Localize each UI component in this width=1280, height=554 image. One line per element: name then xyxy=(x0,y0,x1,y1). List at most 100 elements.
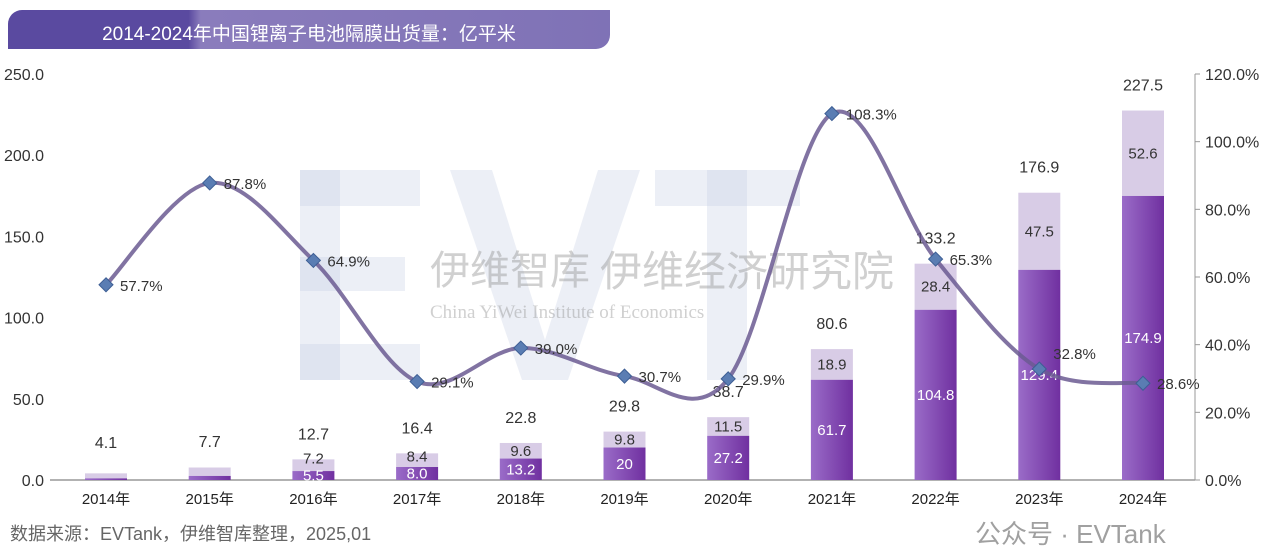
growth-point-marker xyxy=(927,251,944,267)
bar-total-label: 38.7 xyxy=(713,384,744,401)
bar-bottom-label: 5.5 xyxy=(303,468,324,485)
growth-point-marker xyxy=(201,175,218,191)
y2-tick-label: 60.0% xyxy=(1205,270,1250,287)
bar-bottom-segment xyxy=(1122,195,1164,480)
bar-total-label: 4.1 xyxy=(95,435,117,452)
growth-point-marker xyxy=(409,373,425,390)
bar-top-segment xyxy=(1018,192,1061,270)
y-tick-label: 250.0 xyxy=(4,67,44,84)
growth-label: 32.8% xyxy=(1053,346,1096,363)
bar-top-segment xyxy=(1122,110,1164,196)
x-tick-label: 2021年 xyxy=(808,491,856,508)
bar-top-label: 52.6 xyxy=(1128,145,1157,162)
x-tick-label: 2023年 xyxy=(1015,491,1063,508)
watermark-en: China YiWei Institute of Economics xyxy=(430,302,705,323)
bar-bottom-segment xyxy=(914,309,957,480)
x-tick-label: 2024年 xyxy=(1119,491,1167,508)
bar-top-segment xyxy=(396,453,439,468)
bar-bottom-segment xyxy=(810,379,853,480)
bar-top-label: 7.2 xyxy=(303,451,324,468)
y2-tick-label: 20.0% xyxy=(1205,405,1250,422)
title-bar: 2014-2024年中国锂离子电池隔膜出货量：亿平米 xyxy=(8,10,610,49)
y-tick-label: 0.0 xyxy=(22,473,44,490)
bar-bottom-label: 20 xyxy=(616,456,633,473)
bar-total-label: 7.7 xyxy=(199,434,221,451)
growth-point-marker xyxy=(1031,361,1048,377)
x-tick-label: 2016年 xyxy=(289,491,337,508)
bar-bottom-segment xyxy=(396,467,439,480)
bar-bottom-label: 104.8 xyxy=(917,387,955,404)
x-tick-label: 2015年 xyxy=(186,491,234,508)
x-tick-label: 2017年 xyxy=(393,491,441,508)
y2-tick-label: 120.0% xyxy=(1205,67,1259,84)
x-tick-label: 2018年 xyxy=(497,491,545,508)
watermark-cn-short: 伊维智库 xyxy=(430,249,590,293)
y2-tick-label: 100.0% xyxy=(1205,135,1259,152)
x-tick-label: 2020年 xyxy=(704,491,752,508)
growth-point-marker xyxy=(824,105,840,122)
y-tick-label: 150.0 xyxy=(4,229,44,246)
bar-top-label: 8.4 xyxy=(407,449,428,466)
bar-total-label: 176.9 xyxy=(1019,160,1059,177)
bar-bottom-segment xyxy=(292,471,335,480)
bar-top-segment xyxy=(810,349,853,380)
bar-total-label: 12.7 xyxy=(298,426,329,443)
bar-bottom-label: 13.2 xyxy=(506,461,535,478)
growth-point-marker xyxy=(1135,375,1151,391)
bar-top-segment xyxy=(85,473,127,479)
growth-point-marker xyxy=(513,340,529,356)
y2-tick-label: 40.0% xyxy=(1205,338,1250,355)
bar-bottom-segment xyxy=(707,435,750,480)
bar-top-segment xyxy=(499,442,542,459)
growth-label: 57.7% xyxy=(120,278,163,295)
y-tick-label: 100.0 xyxy=(4,311,44,328)
watermark-cn-long: 伊维经济研究院 xyxy=(600,248,895,295)
source-note: 数据来源：EVTank，伊维智库整理，2025,01 xyxy=(10,524,372,544)
bar-bottom-segment xyxy=(85,478,127,480)
growth-label: 87.8% xyxy=(224,176,267,193)
bar-bottom-segment xyxy=(188,475,231,480)
growth-point-marker xyxy=(616,368,633,384)
growth-label: 28.6% xyxy=(1157,376,1200,393)
growth-point-marker xyxy=(305,252,322,269)
bar-top-segment xyxy=(292,459,335,472)
bar-top-label: 28.4 xyxy=(921,279,950,296)
bar-bottom-label: 8.0 xyxy=(407,466,428,483)
bar-top-label: 47.5 xyxy=(1025,223,1054,240)
y2-tick-label: 80.0% xyxy=(1205,202,1250,219)
bar-top-label: 11.5 xyxy=(714,418,742,435)
bar-top-segment xyxy=(188,467,231,476)
growth-point-marker xyxy=(98,277,114,293)
growth-line xyxy=(104,109,1144,401)
bar-total-label: 80.6 xyxy=(816,316,847,333)
growth-point-marker xyxy=(720,371,736,387)
x-tick-label: 2022年 xyxy=(911,491,959,508)
growth-label: 29.1% xyxy=(431,375,474,392)
bar-top-segment xyxy=(914,263,957,310)
growth-label: 29.9% xyxy=(742,372,785,389)
bar-bottom-label: 27.2 xyxy=(714,450,743,467)
growth-label: 39.0% xyxy=(535,341,578,358)
bar-total-label: 22.8 xyxy=(505,410,536,427)
x-tick-label: 2014年 xyxy=(82,491,130,508)
bar-total-label: 227.5 xyxy=(1123,78,1163,95)
growth-label: 65.3% xyxy=(950,252,993,269)
bar-total-label: 16.4 xyxy=(402,420,433,437)
growth-label: 30.7% xyxy=(639,369,682,386)
chart-title: 2014-2024年中国锂离子电池隔膜出货量：亿平米 xyxy=(102,24,516,45)
watermark-wechat: 公众号 · EVTank xyxy=(975,519,1166,549)
bar-top-segment xyxy=(707,417,750,436)
growth-label: 64.9% xyxy=(327,253,370,270)
bar-top-label: 9.6 xyxy=(510,443,531,460)
growth-label: 108.3% xyxy=(846,107,897,124)
bar-bottom-label: 61.7 xyxy=(817,422,846,439)
y2-tick-label: 0.0% xyxy=(1205,473,1241,490)
bar-bottom-segment xyxy=(499,458,542,480)
bar-total-label: 29.8 xyxy=(609,399,640,416)
y-tick-label: 50.0 xyxy=(13,392,44,409)
bar-top-label: 9.8 xyxy=(614,432,635,449)
bar-top-label: 18.9 xyxy=(817,356,846,373)
